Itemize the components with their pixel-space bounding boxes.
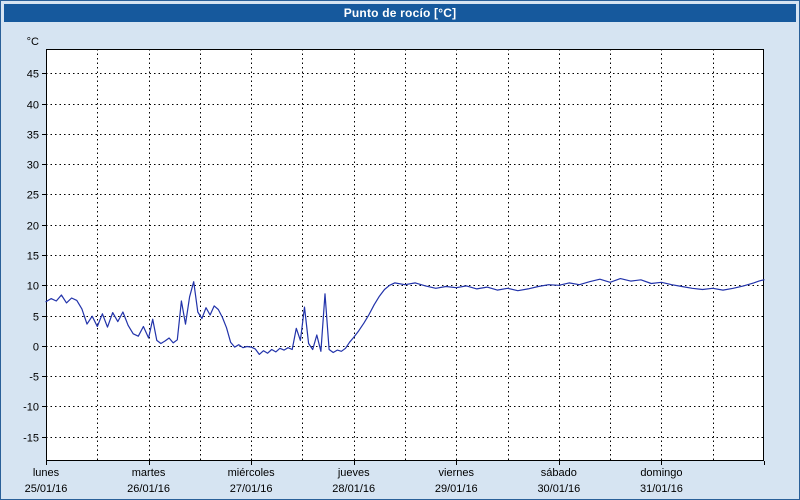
x-day-label: miércoles — [228, 467, 276, 479]
chart-title: Punto de rocío [°C] — [343, 6, 457, 20]
y-tick-label: 45 — [27, 69, 39, 81]
x-day-label: domingo — [640, 467, 682, 479]
y-tick-label: 35 — [27, 130, 39, 142]
y-tick-label: 20 — [27, 221, 39, 233]
x-date-label: 26/01/16 — [127, 483, 170, 495]
y-tick-label: -10 — [23, 402, 39, 414]
x-day-label: jueves — [337, 467, 370, 479]
series-line-punto-de-rocío — [45, 278, 765, 355]
x-date-label: 29/01/16 — [435, 483, 478, 495]
y-tick-label: 40 — [27, 100, 39, 112]
x-date-label: 31/01/16 — [640, 483, 683, 495]
y-tick-label: 5 — [33, 312, 39, 324]
y-axis-unit-label: °C — [27, 36, 39, 48]
x-date-label: 25/01/16 — [25, 483, 68, 495]
y-tick-label: 25 — [27, 190, 39, 202]
plot-border — [46, 49, 764, 461]
x-day-label: martes — [132, 467, 166, 479]
x-day-label: viernes — [439, 467, 475, 479]
x-date-label: 28/01/16 — [332, 483, 375, 495]
chart-titlebar: Punto de rocío [°C] — [4, 4, 796, 22]
y-tick-label: 30 — [27, 160, 39, 172]
x-day-label: sábado — [541, 467, 577, 479]
x-day-label: lunes — [33, 467, 60, 479]
plot-area — [46, 49, 764, 461]
y-tick-label: 0 — [33, 342, 39, 354]
y-tick-label: 10 — [27, 281, 39, 293]
y-tick-label: 15 — [27, 251, 39, 263]
y-tick-label: -5 — [29, 372, 39, 384]
x-date-label: 27/01/16 — [230, 483, 273, 495]
y-tick-label: -15 — [23, 433, 39, 445]
x-date-label: 30/01/16 — [537, 483, 580, 495]
